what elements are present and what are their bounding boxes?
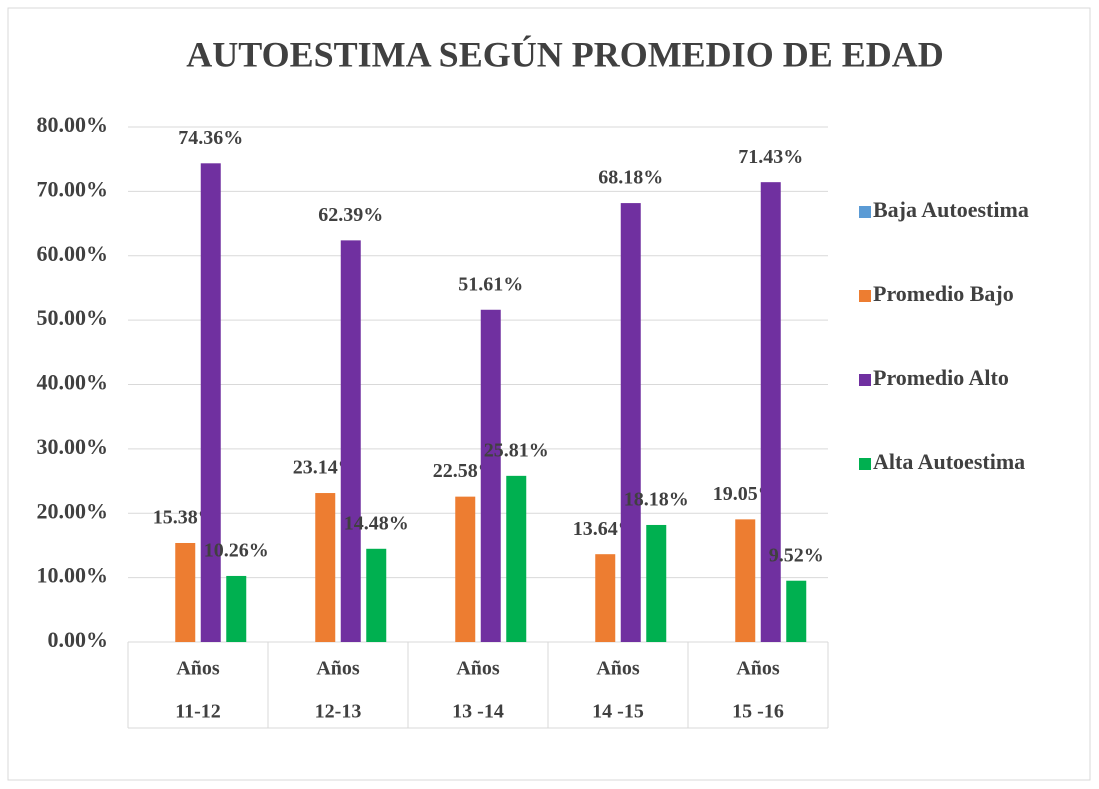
chart-title: AUTOESTIMA SEGÚN PROMEDIO DE EDAD [186,34,943,74]
legend-swatch [859,290,871,302]
x-tick-label: 14 -15 [592,701,644,723]
y-tick-label: 40.00% [37,370,109,395]
x-tick-label: Años [316,658,360,680]
legend-swatch [859,206,871,218]
y-tick-label: 80.00% [37,112,109,137]
x-tick-label: Años [456,658,500,680]
data-label: 51.61% [458,273,523,295]
x-tick-label: Años [736,658,780,680]
data-label: 9.52% [769,544,824,566]
bar [786,580,807,642]
x-tick-label: 15 -16 [732,701,784,723]
bar [455,496,476,642]
y-tick-label: 0.00% [48,627,109,652]
bar [595,554,616,642]
data-label: 25.81% [484,439,549,461]
x-tick-label: 11-12 [175,701,221,723]
data-label: 18.18% [624,489,689,511]
bar [200,163,221,642]
x-tick-label: 12-13 [315,701,362,723]
y-tick-label: 30.00% [37,434,109,459]
y-tick-label: 50.00% [37,305,109,330]
legend-label: Baja Autoestima [873,197,1029,222]
bar [226,575,247,642]
x-tick-label: Años [596,658,640,680]
legend-label: Alta Autoestima [873,449,1025,474]
bar [646,524,667,642]
bar [175,542,196,642]
y-tick-label: 10.00% [37,563,109,588]
y-tick-label: 60.00% [37,241,109,266]
x-tick-label: 13 -14 [452,701,504,723]
bar [340,240,361,642]
y-tick-label: 70.00% [37,176,109,201]
data-label: 68.18% [598,167,663,189]
data-label: 10.26% [204,540,269,562]
bar [506,475,527,642]
bar [366,548,387,642]
bar [480,309,501,642]
bar [760,182,781,642]
data-label: 74.36% [178,127,243,149]
legend-swatch [859,374,871,386]
x-tick-label: Años [176,658,220,680]
bar [315,493,336,642]
bar [620,203,641,642]
data-label: 71.43% [738,146,803,168]
y-tick-label: 20.00% [37,498,109,523]
legend-label: Promedio Bajo [873,281,1014,306]
data-label: 62.39% [318,204,383,226]
bar [735,519,756,642]
chart-frame [7,7,1091,781]
legend-swatch [859,458,871,470]
data-label: 14.48% [344,512,409,534]
legend-label: Promedio Alto [873,365,1009,390]
